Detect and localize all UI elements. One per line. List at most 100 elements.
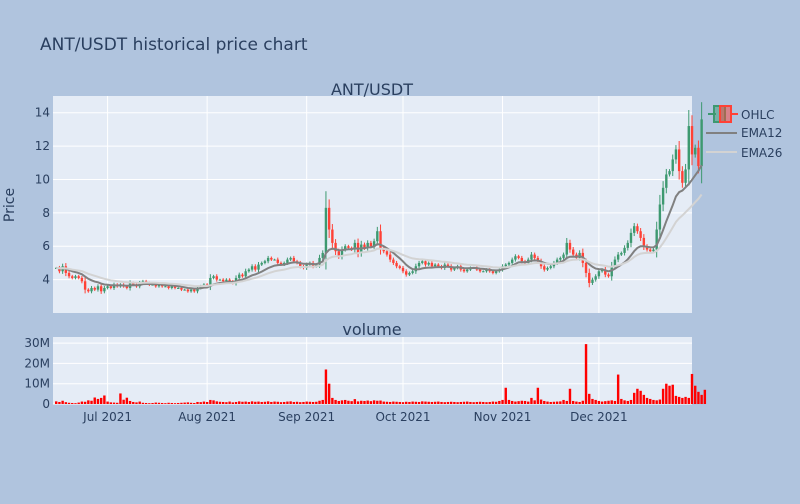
candle-body <box>106 286 109 288</box>
candle-body <box>466 269 469 272</box>
candle <box>565 237 568 260</box>
candle <box>616 251 620 263</box>
candle-body <box>250 266 254 270</box>
candle-body <box>71 276 74 278</box>
candle-body <box>684 169 687 183</box>
candle <box>376 226 379 246</box>
volume-bar <box>504 387 507 404</box>
candle <box>604 267 607 278</box>
candle <box>276 257 279 265</box>
volume-bar <box>501 399 504 404</box>
candle-body <box>446 264 450 267</box>
candle <box>215 274 218 282</box>
volume-bar <box>636 388 639 404</box>
candle-body <box>196 287 199 292</box>
candle-body <box>151 284 154 286</box>
candle-body <box>221 279 225 282</box>
volume-bar <box>449 401 453 404</box>
candle-body <box>337 251 340 257</box>
volume-bar <box>311 401 315 404</box>
candle <box>366 240 369 251</box>
volume-bar <box>295 401 299 404</box>
volume-bar <box>250 401 254 404</box>
volume-bar <box>160 402 164 404</box>
volume-bar <box>282 401 286 404</box>
volume-bar <box>103 395 106 404</box>
volume-bar <box>141 402 145 404</box>
volume-bar <box>687 397 690 404</box>
candle-body <box>613 259 617 267</box>
candle-body <box>665 174 668 188</box>
candle <box>636 223 639 234</box>
volume-bar <box>189 402 193 404</box>
volume-bar <box>478 401 482 404</box>
volume-bar <box>494 401 498 404</box>
candle-body <box>588 272 591 283</box>
volume-bar <box>241 401 244 404</box>
candle <box>183 288 186 291</box>
price-y-axis-label: Price <box>2 188 18 222</box>
volume-bar <box>623 400 626 404</box>
volume-bar <box>655 400 658 404</box>
volume-bar <box>604 401 607 404</box>
volume-bar <box>600 401 604 404</box>
volume-bar <box>658 399 662 404</box>
candle <box>244 268 247 279</box>
candle-body <box>398 266 401 268</box>
candle <box>270 256 273 262</box>
volume-bar <box>642 394 646 404</box>
volume-bar <box>620 398 623 404</box>
legend-item-ohlc[interactable]: OHLC <box>708 105 775 123</box>
volume-bar <box>122 399 125 404</box>
volume-bar <box>273 401 276 404</box>
volume-bar <box>199 402 202 404</box>
candle-body <box>600 269 604 272</box>
volume-bar <box>552 401 556 404</box>
volume-bar <box>674 395 678 404</box>
volume-bar <box>205 401 209 404</box>
candle <box>74 274 77 280</box>
volume-bar <box>588 393 591 404</box>
candle-body <box>241 274 244 277</box>
candle-body <box>270 257 273 260</box>
legend-item-ema12[interactable]: EMA12 <box>706 126 782 140</box>
volume-plot-area <box>53 337 692 404</box>
volume-bar <box>340 400 344 404</box>
volume-bar <box>485 402 488 404</box>
candle-body <box>655 229 658 250</box>
candle-body <box>299 262 302 267</box>
candle <box>427 261 430 267</box>
volume-bar <box>350 401 353 404</box>
candle-body <box>286 259 289 263</box>
legend-item-ema26[interactable]: EMA26 <box>706 146 782 160</box>
price-y-tick-label: 12 <box>35 139 50 153</box>
volume-bar <box>321 399 324 404</box>
legend-label-ema26: EMA26 <box>741 146 782 160</box>
volume-bar <box>475 401 479 404</box>
volume-bar <box>697 391 700 404</box>
volume-bar <box>170 402 174 404</box>
volume-bar <box>231 402 235 404</box>
candle-body <box>626 242 629 248</box>
candle <box>266 255 270 264</box>
candle-body <box>661 187 665 205</box>
candle <box>665 168 668 194</box>
volume-bar <box>466 401 469 404</box>
candle-body <box>687 126 690 170</box>
candle <box>405 269 408 277</box>
candle <box>543 264 546 272</box>
volume-y-tick-label: 0 <box>42 397 50 411</box>
volume-bar <box>469 401 472 404</box>
candle <box>241 273 244 278</box>
candle <box>99 283 103 294</box>
candle-body <box>74 276 77 278</box>
volume-bar <box>703 389 707 404</box>
candle-body <box>372 241 376 247</box>
candle-body <box>555 259 559 263</box>
candle-body <box>411 271 414 273</box>
volume-bar <box>119 393 122 404</box>
candle-body <box>132 282 135 285</box>
candle-body <box>658 204 662 230</box>
candle-body <box>677 149 681 172</box>
